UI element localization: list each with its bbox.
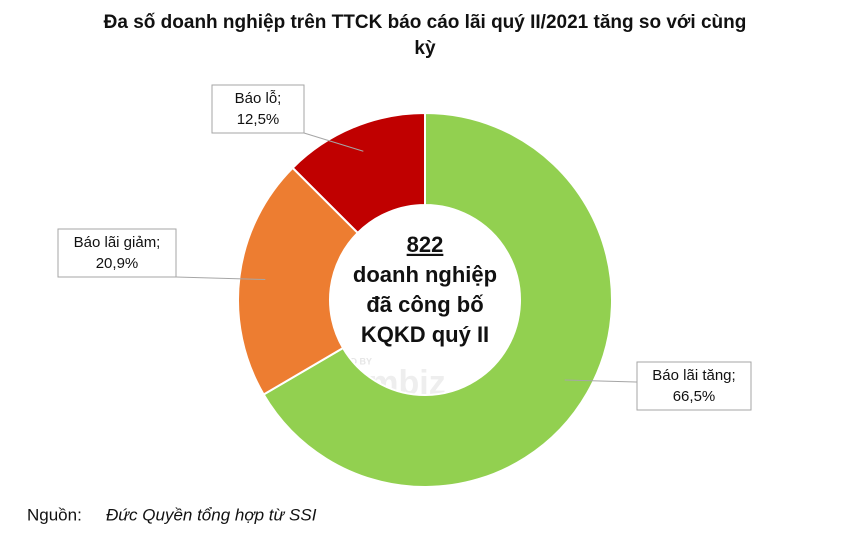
center-text: đã công bố	[366, 292, 483, 317]
source-label: Nguồn:	[27, 505, 82, 524]
slice	[237, 166, 360, 396]
chart-title: Đa số doanh nghiệp trên TTCK báo cáo lãi…	[103, 12, 747, 59]
slice-label: Báo lãi giảm;	[74, 234, 161, 251]
center-text: doanh nghiệp	[353, 262, 497, 287]
value-label: 66,5%	[673, 388, 716, 405]
value-label: 20,9%	[96, 255, 139, 272]
center-text: KQKD quý II	[361, 322, 489, 347]
slice-label: Báo lỗ;	[235, 90, 282, 107]
center-text: 822	[407, 232, 444, 257]
slice	[262, 111, 613, 488]
label-box	[636, 361, 752, 411]
value-label: 12,5%	[237, 111, 280, 128]
leader-line	[564, 379, 638, 383]
leader-line	[175, 276, 266, 281]
label-box	[57, 228, 177, 278]
slice-label: Báo lãi tăng;	[652, 367, 735, 384]
source: Đức Quyền tổng hợp từ SSI	[106, 505, 317, 524]
leader-line	[303, 132, 364, 152]
label-box	[211, 84, 305, 134]
slice	[291, 111, 426, 235]
